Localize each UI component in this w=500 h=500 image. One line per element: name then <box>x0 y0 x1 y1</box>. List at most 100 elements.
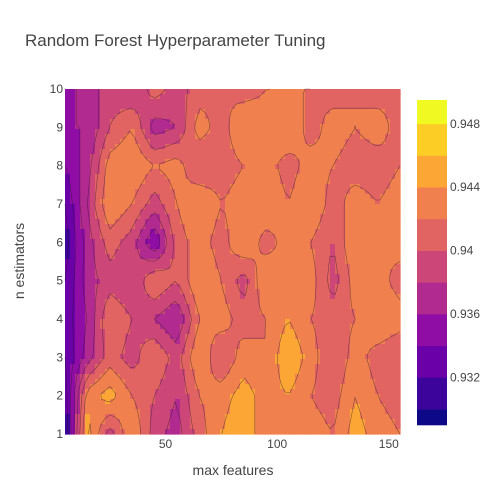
contour-cell <box>145 124 151 130</box>
contour-cell <box>230 429 236 435</box>
contour-cell <box>105 409 111 415</box>
contour-cell <box>260 134 266 140</box>
contour-cell <box>270 224 276 230</box>
contour-cell <box>80 114 86 120</box>
contour-cell <box>75 89 81 95</box>
contour-cell <box>320 279 326 285</box>
contour-cell <box>240 174 246 180</box>
contour-cell <box>265 249 271 255</box>
contour-cell <box>385 324 391 330</box>
contour-cell <box>100 229 106 235</box>
contour-cell <box>220 419 226 425</box>
contour-cell <box>90 249 96 255</box>
contour-cell <box>335 209 341 215</box>
contour-cell <box>235 359 241 365</box>
contour-cell <box>355 194 361 200</box>
contour-cell <box>130 339 136 345</box>
contour-cell <box>240 424 246 430</box>
contour-cell <box>335 199 341 205</box>
contour-cell <box>130 404 136 410</box>
contour-cell <box>85 179 91 185</box>
contour-cell <box>105 104 111 110</box>
contour-cell <box>335 189 341 195</box>
contour-cell <box>250 234 256 240</box>
contour-cell <box>175 429 181 435</box>
contour-cell <box>270 399 276 405</box>
contour-cell <box>375 184 381 190</box>
contour-cell <box>380 239 386 245</box>
contour-cell <box>370 139 376 145</box>
contour-cell <box>290 344 296 350</box>
contour-cell <box>130 299 136 305</box>
contour-cell <box>305 414 311 420</box>
contour-cell <box>315 399 321 405</box>
contour-cell <box>345 154 351 160</box>
contour-cell <box>335 384 341 390</box>
contour-cell <box>110 279 116 285</box>
contour-cell <box>265 309 271 315</box>
contour-cell <box>65 334 71 340</box>
contour-cell <box>135 429 141 435</box>
contour-cell <box>230 104 236 110</box>
contour-cell <box>105 154 111 160</box>
contour-cell <box>180 204 186 210</box>
contour-cell <box>95 109 101 115</box>
contour-cell <box>230 169 236 175</box>
contour-cell <box>295 99 301 105</box>
contour-cell <box>235 419 241 425</box>
contour-cell <box>340 194 346 200</box>
contour-cell <box>255 264 261 270</box>
contour-cell <box>175 424 181 430</box>
contour-cell <box>330 334 336 340</box>
contour-cell <box>260 209 266 215</box>
contour-cell <box>195 144 201 150</box>
contour-cell <box>310 229 316 235</box>
contour-cell <box>390 194 396 200</box>
contour-cell <box>340 214 346 220</box>
contour-cell <box>195 404 201 410</box>
contour-cell <box>150 334 156 340</box>
contour-cell <box>150 229 156 235</box>
contour-cell <box>215 134 221 140</box>
contour-cell <box>290 334 296 340</box>
contour-cell <box>260 374 266 380</box>
contour-cell <box>150 154 156 160</box>
contour-cell <box>140 359 146 365</box>
contour-cell <box>280 124 286 130</box>
contour-cell <box>150 319 156 325</box>
contour-cell <box>345 364 351 370</box>
contour-cell <box>370 394 376 400</box>
contour-cell <box>165 289 171 295</box>
contour-cell <box>155 229 161 235</box>
contour-cell <box>350 239 356 245</box>
contour-cell <box>340 144 346 150</box>
contour-cell <box>170 154 176 160</box>
contour-cell <box>215 374 221 380</box>
contour-cell <box>140 114 146 120</box>
contour-cell <box>80 384 86 390</box>
contour-cell <box>225 309 231 315</box>
contour-cell <box>110 144 116 150</box>
contour-cell <box>215 284 221 290</box>
contour-cell <box>330 189 336 195</box>
contour-cell <box>85 164 91 170</box>
contour-cell <box>205 384 211 390</box>
contour-cell <box>315 374 321 380</box>
contour-cell <box>220 264 226 270</box>
contour-cell <box>210 94 216 100</box>
contour-cell <box>245 319 251 325</box>
contour-cell <box>135 284 141 290</box>
contour-cell <box>205 109 211 115</box>
contour-cell <box>225 374 231 380</box>
contour-cell <box>95 179 101 185</box>
contour-cell <box>325 189 331 195</box>
contour-cell <box>145 274 151 280</box>
contour-cell <box>350 324 356 330</box>
contour-cell <box>110 234 116 240</box>
contour-cell <box>375 294 381 300</box>
contour-cell <box>240 94 246 100</box>
contour-cell <box>105 274 111 280</box>
contour-cell <box>200 144 206 150</box>
contour-cell <box>315 129 321 135</box>
contour-cell <box>390 184 396 190</box>
